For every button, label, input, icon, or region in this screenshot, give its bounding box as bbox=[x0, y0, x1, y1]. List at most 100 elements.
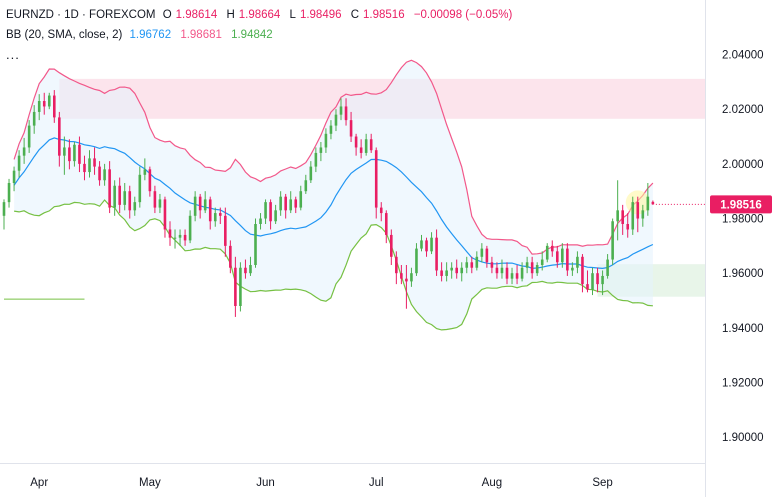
candle-body bbox=[133, 202, 137, 211]
candle bbox=[329, 120, 333, 140]
candle bbox=[455, 259, 458, 279]
candle bbox=[239, 262, 242, 312]
candle-body bbox=[98, 166, 101, 181]
candle bbox=[123, 183, 127, 211]
candle bbox=[586, 270, 589, 293]
candle-body bbox=[571, 267, 574, 271]
candle bbox=[309, 161, 313, 183]
candle-body bbox=[646, 196, 650, 211]
low-label: L bbox=[289, 9, 296, 21]
candle bbox=[108, 161, 111, 214]
candle bbox=[525, 256, 529, 274]
candle-body bbox=[495, 267, 499, 274]
candle bbox=[510, 267, 514, 285]
candle bbox=[58, 111, 61, 167]
last-price-tag-text: 1.98516 bbox=[720, 199, 762, 211]
candle bbox=[213, 207, 217, 227]
candle-body bbox=[596, 273, 599, 285]
candle bbox=[289, 191, 293, 214]
candle bbox=[485, 245, 489, 268]
candle bbox=[379, 202, 383, 222]
candle bbox=[203, 191, 207, 214]
candle-body bbox=[470, 262, 474, 268]
candle bbox=[591, 267, 594, 296]
candle-body bbox=[616, 210, 619, 222]
candle-body bbox=[269, 202, 272, 222]
candle-body bbox=[540, 259, 544, 265]
x-tick-label: Sep bbox=[592, 477, 612, 489]
candle bbox=[561, 243, 564, 268]
candle bbox=[148, 166, 152, 197]
candle-body bbox=[37, 101, 41, 112]
candle-body bbox=[7, 183, 11, 203]
candle bbox=[344, 98, 348, 126]
candle-body bbox=[198, 196, 202, 211]
candle bbox=[98, 161, 101, 186]
candle-body bbox=[485, 248, 489, 263]
candle-body bbox=[224, 215, 227, 246]
candle bbox=[27, 120, 31, 153]
candle bbox=[470, 256, 474, 274]
candle bbox=[193, 191, 197, 222]
open-value: 1.98614 bbox=[175, 9, 218, 21]
candle-body bbox=[354, 136, 358, 148]
candle bbox=[244, 259, 247, 279]
candle-body bbox=[520, 267, 524, 279]
candle-body bbox=[249, 265, 252, 274]
candle-body bbox=[143, 169, 147, 175]
bb-lower-line bbox=[14, 199, 653, 331]
candle bbox=[208, 196, 212, 230]
y-tick-label: 2.02000 bbox=[722, 104, 764, 116]
candle bbox=[556, 245, 559, 268]
candle bbox=[178, 229, 182, 246]
x-tick-label: Apr bbox=[30, 477, 48, 489]
candle-body bbox=[138, 174, 142, 203]
change-value: −0.00098 (−0.05%) bbox=[413, 9, 513, 21]
candle bbox=[450, 262, 453, 279]
candle-body bbox=[400, 273, 403, 279]
symbol-label[interactable]: EURNZD · 1D · FOREXCOM bbox=[6, 9, 156, 21]
candle bbox=[314, 147, 318, 173]
candle bbox=[395, 251, 398, 285]
candle bbox=[400, 265, 403, 285]
candle-body bbox=[344, 106, 348, 121]
candle-body bbox=[88, 158, 91, 173]
candle-body bbox=[68, 147, 71, 162]
more-indicators-button[interactable]: ... bbox=[6, 47, 20, 62]
last-price-tag-bg bbox=[710, 195, 772, 214]
candle-body bbox=[636, 202, 640, 219]
candle-body bbox=[405, 278, 408, 282]
candle-body bbox=[530, 262, 534, 274]
candle bbox=[32, 105, 36, 134]
candle-body bbox=[178, 234, 182, 238]
legend-bb-line: BB (20, SMA, close, 2) 1.96762 1.98681 1… bbox=[6, 29, 279, 41]
candle bbox=[133, 196, 137, 216]
candle bbox=[631, 196, 635, 235]
bb-basis-line bbox=[13, 137, 654, 270]
candle-body bbox=[254, 224, 257, 265]
candle-body bbox=[22, 147, 26, 156]
candle bbox=[535, 262, 539, 276]
candle-body bbox=[425, 240, 428, 252]
candle bbox=[500, 259, 504, 279]
candle bbox=[118, 177, 121, 214]
candle bbox=[410, 267, 413, 287]
candle bbox=[540, 251, 544, 271]
candle-body bbox=[168, 229, 172, 238]
x-tick-label: Jun bbox=[256, 477, 275, 489]
candle bbox=[530, 256, 534, 279]
candle bbox=[254, 218, 257, 268]
candle-body bbox=[566, 248, 569, 271]
candle-body bbox=[12, 170, 16, 183]
candle-body bbox=[586, 284, 589, 290]
candle bbox=[12, 166, 16, 192]
open-label: O bbox=[162, 9, 172, 21]
candle-body bbox=[17, 155, 21, 171]
candle-body bbox=[334, 114, 338, 126]
candle bbox=[576, 251, 579, 274]
candle-body bbox=[123, 191, 127, 205]
candle-body bbox=[229, 245, 232, 268]
candle-body bbox=[329, 125, 333, 134]
bb-indicator-label[interactable]: BB (20, SMA, close, 2) bbox=[6, 29, 123, 41]
